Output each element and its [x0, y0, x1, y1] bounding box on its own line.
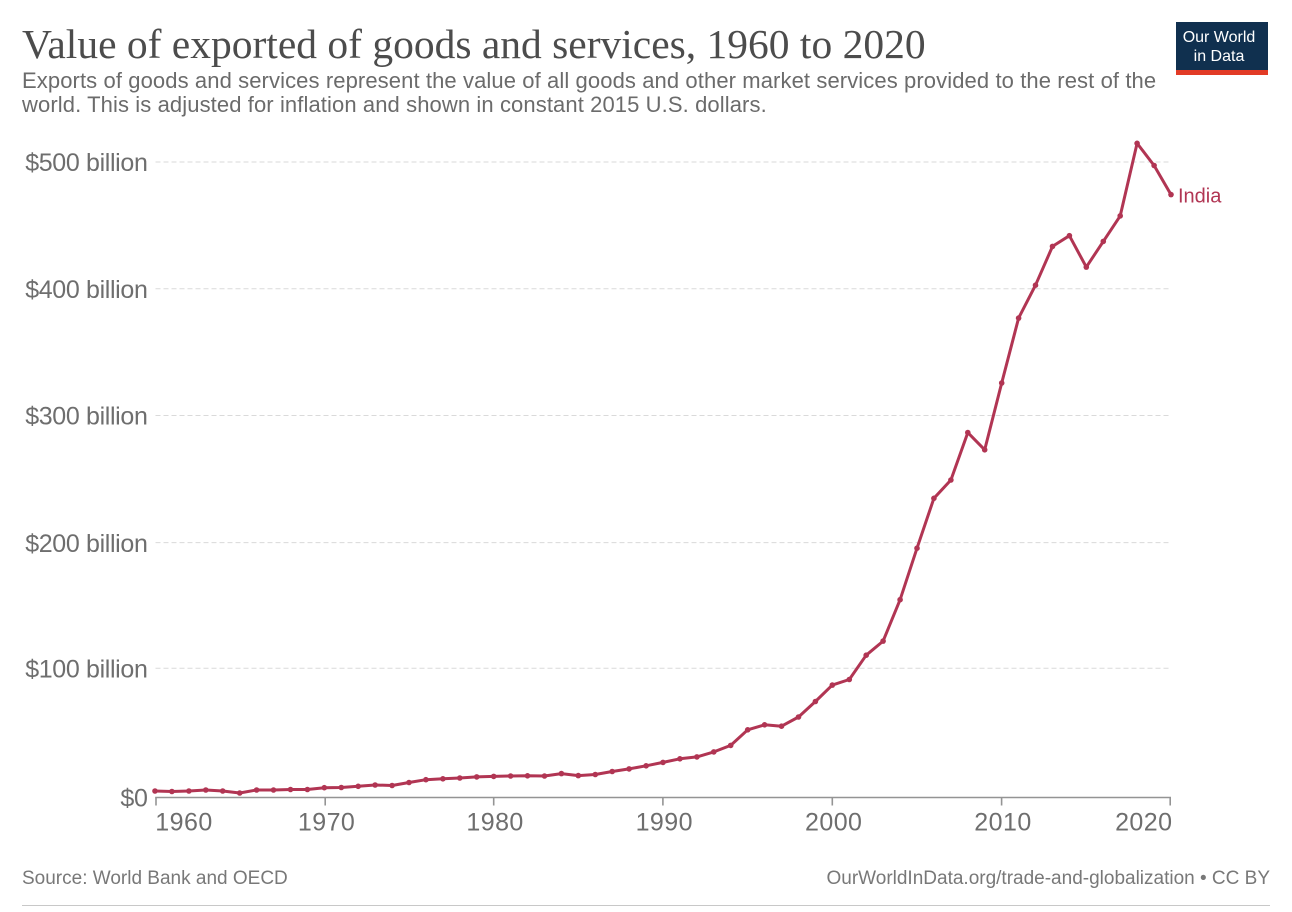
- svg-text:India: India: [1178, 186, 1222, 208]
- svg-text:$500 billion: $500 billion: [25, 149, 147, 177]
- svg-text:$100 billion: $100 billion: [25, 656, 147, 684]
- svg-text:$0: $0: [120, 785, 147, 813]
- svg-text:1990: 1990: [636, 808, 693, 836]
- svg-text:2010: 2010: [974, 808, 1031, 836]
- svg-text:$300 billion: $300 billion: [25, 403, 147, 431]
- svg-text:2020: 2020: [1115, 808, 1172, 836]
- svg-text:2000: 2000: [805, 808, 862, 836]
- svg-text:1960: 1960: [155, 808, 212, 836]
- svg-text:1970: 1970: [298, 808, 355, 836]
- svg-text:$400 billion: $400 billion: [25, 276, 147, 304]
- svg-text:$200 billion: $200 billion: [25, 530, 147, 558]
- svg-text:1980: 1980: [466, 808, 523, 836]
